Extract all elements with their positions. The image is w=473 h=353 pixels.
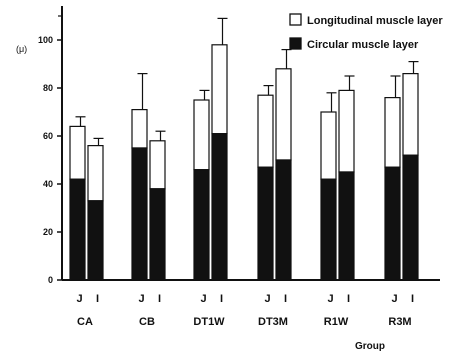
bar-circular [193, 169, 210, 281]
legend-label: Circular muscle layer [307, 39, 419, 51]
y-tick-label: 60 [43, 131, 53, 141]
bar-circular [87, 200, 104, 281]
group-label: CB [139, 316, 155, 328]
bar-sub-label: J [138, 293, 144, 305]
bar-circular [69, 178, 86, 281]
y-tick-label: 100 [38, 35, 53, 45]
bars [69, 17, 419, 281]
bar-longitudinal [402, 72, 419, 156]
y-tick-label: 80 [43, 83, 53, 93]
bar-longitudinal [384, 96, 401, 168]
group-label: DT3M [258, 316, 288, 328]
bar-sub-label: I [284, 293, 287, 305]
bar-longitudinal [275, 68, 292, 161]
bar-circular [257, 166, 274, 281]
group-label: CA [77, 316, 93, 328]
bar-sub-label: I [96, 293, 99, 305]
axes: 0 20 40 60 80 100 [38, 6, 440, 285]
legend-swatch [289, 13, 302, 26]
bar-circular [131, 147, 148, 281]
bar-longitudinal [320, 111, 337, 180]
bar-longitudinal [149, 140, 166, 190]
x-axis-label: Group [355, 341, 385, 352]
group-label: R3M [388, 316, 411, 328]
legend: Longitudinal muscle layer Circular muscle… [289, 13, 443, 51]
y-tick-label: 20 [43, 227, 53, 237]
group-label: R1W [324, 316, 349, 328]
bar-sub-label: J [200, 293, 206, 305]
bar-sub-label: I [411, 293, 414, 305]
y-tick-label: 40 [43, 179, 53, 189]
bar-longitudinal [257, 94, 274, 168]
bar-longitudinal [338, 89, 355, 173]
bar-longitudinal [87, 145, 104, 202]
bar-sub-label: J [327, 293, 333, 305]
bar-circular [320, 178, 337, 281]
bar-circular [384, 166, 401, 281]
bar-sub-label: J [391, 293, 397, 305]
bar-circular [402, 154, 419, 281]
legend-label: Longitudinal muscle layer [307, 15, 443, 27]
bar-sub-label: I [347, 293, 350, 305]
legend-swatch [289, 37, 302, 50]
bar-circular [211, 133, 228, 281]
bar-longitudinal [69, 125, 86, 180]
bar-circular [149, 188, 166, 281]
bar-sub-label: J [264, 293, 270, 305]
bar-sub-label: J [76, 293, 82, 305]
bar-sub-label: I [158, 293, 161, 305]
bar-circular [275, 159, 292, 281]
bar-longitudinal [211, 44, 228, 135]
bar-longitudinal [131, 108, 148, 149]
y-tick-label: 0 [48, 275, 53, 285]
y-axis-label: (μ) [16, 44, 27, 54]
bar-sub-label: I [220, 293, 223, 305]
bar-circular [338, 171, 355, 281]
bar-longitudinal [193, 99, 210, 171]
group-label: DT1W [193, 316, 225, 328]
